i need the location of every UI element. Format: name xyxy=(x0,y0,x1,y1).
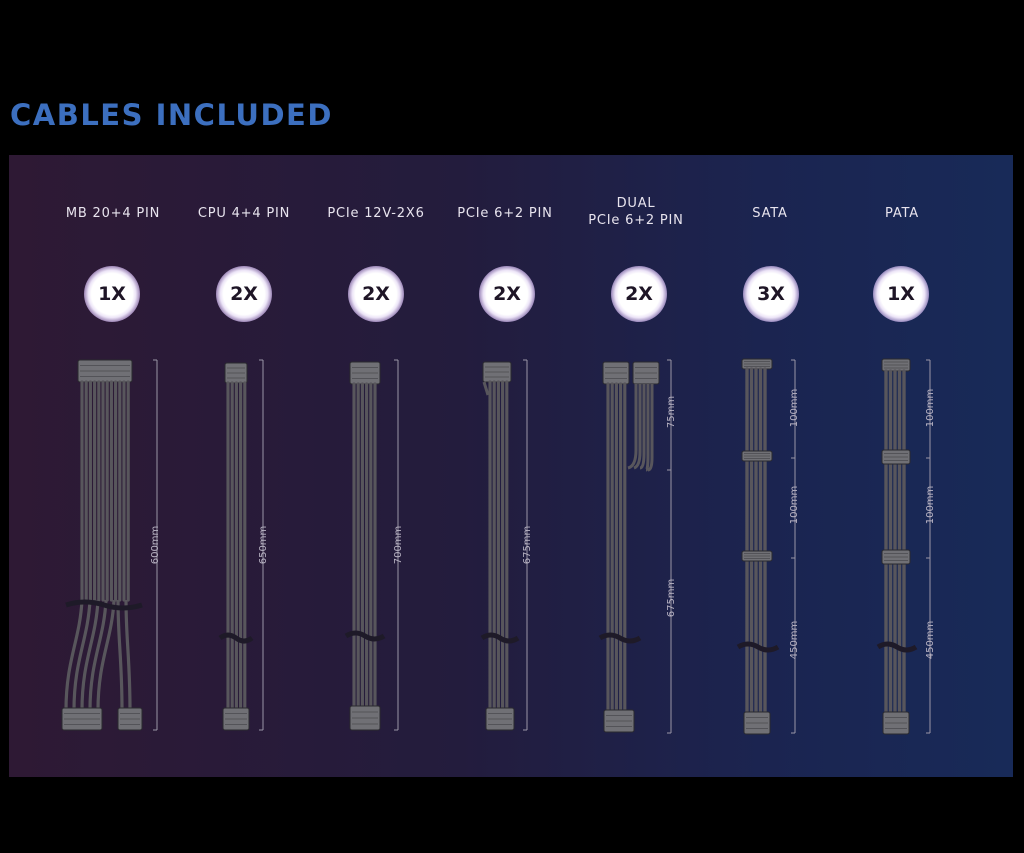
mb-break xyxy=(65,599,143,611)
cable-label-pata: PATA xyxy=(885,206,919,221)
length-label-dual-short: 75mm xyxy=(666,396,677,428)
cable-label-mb: MB 20+4 PIN xyxy=(65,206,161,221)
sata-break xyxy=(736,641,780,653)
dual-wires-branch xyxy=(627,384,654,472)
qty-text: 2X xyxy=(362,283,390,305)
pcie62-break xyxy=(480,632,520,644)
qty-text: 1X xyxy=(887,283,915,305)
qty-text: 2X xyxy=(625,283,653,305)
length-label-dual-long: 675mm xyxy=(666,579,677,618)
length-label-cpu: 650mm xyxy=(258,526,269,565)
length-label-sata-2: 100mm xyxy=(789,486,800,525)
cpu-break xyxy=(218,632,254,644)
qty-badge-cpu: 2X xyxy=(216,266,272,322)
cable-label-dual-pcie: DUAL PCIe 6+2 PIN xyxy=(561,195,711,229)
qty-text: 2X xyxy=(230,283,258,305)
cable-label-cpu: CPU 4+4 PIN xyxy=(197,206,291,221)
mb-wires-split-2 xyxy=(116,599,132,711)
qty-badge-pata: 1X xyxy=(873,266,929,322)
cables-panel xyxy=(9,155,1013,777)
qty-text: 3X xyxy=(757,283,785,305)
cable-label-pcie-6-2: PCIe 6+2 PIN xyxy=(457,206,553,221)
qty-badge-dual-pcie: 2X xyxy=(611,266,667,322)
qty-text: 1X xyxy=(98,283,126,305)
length-label-pcie-12v: 700mm xyxy=(393,526,404,565)
length-label-pata-1: 100mm xyxy=(925,389,936,428)
pcie12v-break xyxy=(344,630,386,642)
dual-break xyxy=(598,632,642,644)
length-label-pata-2: 100mm xyxy=(925,486,936,525)
qty-badge-pcie-6-2: 2X xyxy=(479,266,535,322)
qty-badge-sata: 3X xyxy=(743,266,799,322)
length-label-sata-1: 100mm xyxy=(789,389,800,428)
cable-label-pcie-12v: PCIe 12V-2X6 xyxy=(327,206,425,221)
length-label-pata-3: 450mm xyxy=(925,621,936,660)
length-label-pcie-6-2: 675mm xyxy=(522,526,533,565)
cable-label-dual-line2: PCIe 6+2 PIN xyxy=(588,213,684,228)
mb-wires-split xyxy=(64,599,116,711)
length-label-sata-3: 450mm xyxy=(789,621,800,660)
qty-badge-mb: 1X xyxy=(84,266,140,322)
cable-label-sata: SATA xyxy=(752,206,788,221)
cable-label-dual-line1: DUAL xyxy=(616,196,656,211)
pata-break xyxy=(876,641,918,653)
qty-text: 2X xyxy=(493,283,521,305)
page-title: CABLES INCLUDED xyxy=(10,98,333,132)
pcie62-pigtail xyxy=(482,381,490,396)
length-label-mb: 600mm xyxy=(150,526,161,565)
qty-badge-pcie-12v: 2X xyxy=(348,266,404,322)
